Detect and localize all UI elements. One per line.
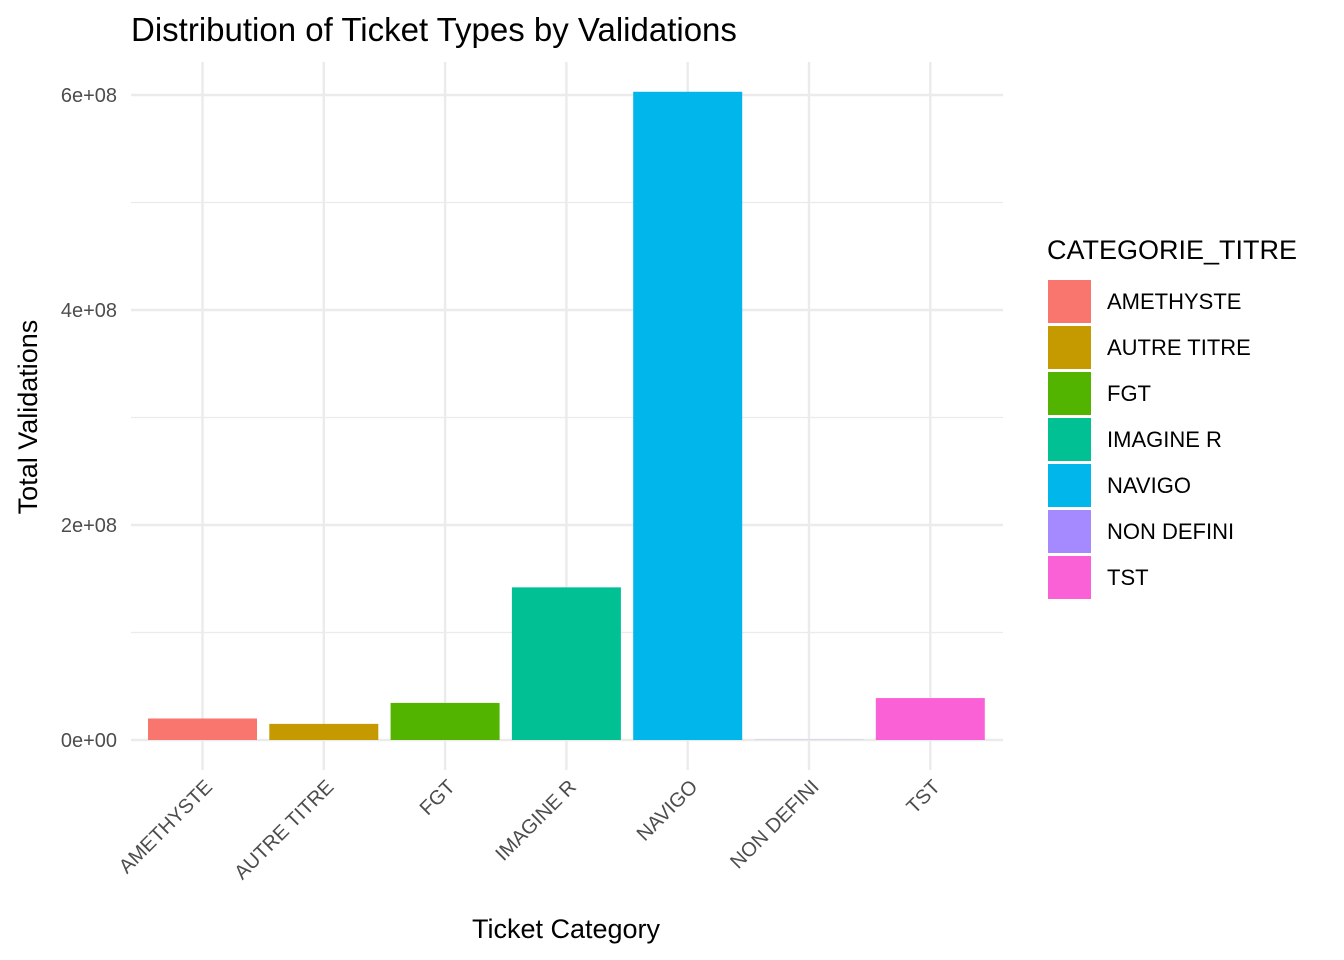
bars	[148, 91, 985, 740]
legend-label: AUTRE TITRE	[1107, 335, 1251, 360]
legend-swatch	[1048, 510, 1091, 553]
x-tick-label: FGT	[416, 776, 460, 820]
bar-amethyste	[148, 718, 257, 740]
bar-navigo	[633, 91, 743, 740]
x-tick-label: NON DEFINI	[726, 776, 823, 873]
bar-autre-titre	[269, 723, 379, 740]
legend-label: FGT	[1107, 381, 1151, 406]
x-tick-label: AUTRE TITRE	[230, 776, 338, 884]
x-axis-title: Ticket Category	[472, 914, 661, 944]
legend: CATEGORIE_TITRE AMETHYSTE AUTRE TITRE FGT I…	[1047, 235, 1297, 599]
x-tick-label: IMAGINE R	[492, 776, 581, 865]
legend-swatch	[1048, 556, 1091, 599]
y-axis-ticks: 0e+00 2e+08 4e+08 6e+08	[61, 85, 117, 752]
y-axis-title: Total Validations	[13, 320, 43, 515]
y-tick-label: 4e+08	[61, 300, 117, 322]
legend-label: NAVIGO	[1107, 473, 1191, 498]
legend-label: AMETHYSTE	[1107, 289, 1241, 314]
legend-swatch	[1048, 280, 1091, 323]
bar-tst	[875, 698, 985, 740]
legend-swatch	[1048, 464, 1091, 507]
x-tick-label: AMETHYSTE	[115, 776, 217, 878]
legend-swatch	[1048, 418, 1091, 461]
bar-imagine-r	[511, 587, 621, 740]
y-tick-label: 2e+08	[61, 515, 117, 537]
y-tick-label: 0e+00	[61, 730, 117, 752]
legend-label: IMAGINE R	[1107, 427, 1222, 452]
chart-title: Distribution of Ticket Types by Validati…	[131, 11, 737, 48]
x-tick-label: TST	[903, 776, 945, 818]
legend-label: NON DEFINI	[1107, 519, 1234, 544]
legend-swatch	[1048, 326, 1091, 369]
legend-title: CATEGORIE_TITRE	[1047, 235, 1297, 265]
x-axis-ticks: AMETHYSTE AUTRE TITRE FGT IMAGINE R NAVIGO NO…	[115, 776, 945, 884]
legend-swatch	[1048, 372, 1091, 415]
y-tick-label: 6e+08	[61, 85, 117, 107]
legend-label: TST	[1107, 565, 1149, 590]
x-tick-label: NAVIGO	[633, 776, 703, 846]
bar-fgt	[390, 702, 500, 740]
